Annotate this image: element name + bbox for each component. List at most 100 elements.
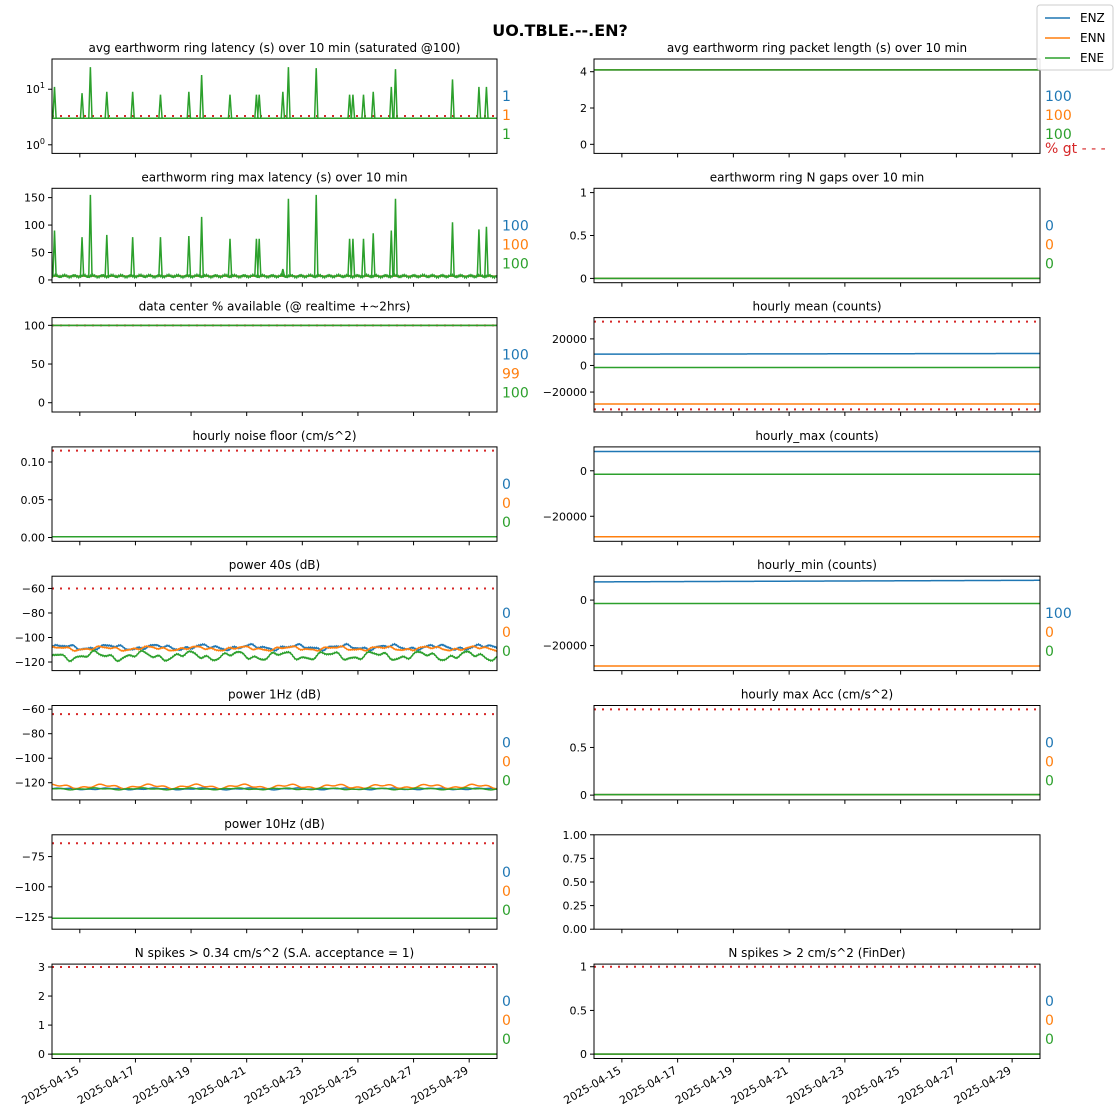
series-spike-ENE (286, 67, 291, 119)
side-value: 0 (502, 736, 511, 752)
y-tick-label: 0 (580, 272, 587, 285)
axes-frame (593, 58, 1041, 154)
y-tick-label: 0.5 (570, 741, 588, 754)
series-spike-ENE (79, 93, 85, 119)
x-tick-label: 2025-04-23 (785, 1064, 847, 1107)
series-spike-ENE (313, 194, 319, 277)
y-tick-label: −100 (15, 752, 45, 765)
series-spike-ENE (476, 229, 482, 277)
series-spike-ENE (104, 91, 110, 119)
panel-title: power 1Hz (dB) (228, 688, 321, 702)
axes-frame (51, 317, 498, 413)
panel-title: power 40s (dB) (229, 558, 320, 572)
y-tick-label: 0.5 (570, 230, 588, 243)
side-value: 0 (1045, 994, 1054, 1010)
axes-frame (51, 834, 498, 930)
y-tick-label: −100 (15, 881, 45, 894)
y-tick-label: 0 (580, 138, 587, 151)
side-value: 100 (1045, 89, 1072, 105)
y-tick-label: 0 (38, 397, 45, 410)
axes-frame (593, 834, 1041, 930)
side-value: 0 (1045, 256, 1054, 272)
y-tick-label: 150 (24, 192, 45, 205)
panel-title: power 10Hz (dB) (224, 817, 325, 831)
series-spike-ENE (227, 94, 233, 119)
axes-frame (51, 963, 498, 1059)
axes-frame (51, 58, 498, 154)
y-tick-label: 100 (26, 137, 45, 152)
series-spike-ENE (52, 230, 57, 277)
side-value: 0 (1045, 1013, 1054, 1029)
series-spike-ENE (484, 86, 489, 119)
y-tick-label: −20000 (543, 386, 587, 399)
y-tick-label: 0 (580, 594, 587, 607)
panel-title: hourly noise floor (cm/s^2) (192, 429, 356, 443)
series-spike-ENE (280, 268, 286, 277)
side-value: 99 (502, 367, 520, 383)
y-tick-label: 4 (580, 66, 587, 79)
y-tick-label: 2 (580, 102, 587, 115)
panel-10: power 1Hz (dB) −120 −100 −80 −60 0 0 0 (15, 688, 511, 804)
x-tick-label: 2025-04-25 (840, 1064, 902, 1107)
side-value: 1 (502, 108, 511, 124)
side-value: 0 (502, 515, 511, 531)
x-tick-label: 2025-04-27 (896, 1064, 958, 1107)
series-spike-ENE (347, 238, 352, 277)
panel-8: power 40s (dB) −120 −100 −80 −60 0 0 0 (15, 558, 511, 675)
panel-2: earthworm ring max latency (s) over 10 m… (24, 170, 529, 287)
y-tick-label: −60 (22, 582, 45, 595)
legend-label: ENN (1080, 31, 1106, 45)
side-value: 0 (502, 477, 511, 493)
y-tick-label: 0 (580, 1048, 587, 1061)
y-tick-label: 0 (580, 465, 587, 478)
x-tick-label: 2025-04-17 (617, 1064, 679, 1107)
series-spike-ENE (350, 238, 356, 277)
series-spike-ENE (158, 94, 163, 119)
panel-title: hourly_min (counts) (757, 558, 877, 572)
series-spike-ENE (370, 91, 376, 119)
series-spike-ENE (393, 69, 398, 119)
series-line-ENE (51, 272, 498, 280)
side-value: 0 (502, 496, 511, 512)
y-tick-label: 0.25 (563, 900, 588, 913)
y-tick-label: −125 (15, 911, 45, 924)
y-tick-label: −120 (15, 656, 45, 669)
panel-11: hourly max Acc (cm/s^2) 0 0.5 0 0 0 (570, 688, 1054, 804)
y-tick-label: −100 (15, 631, 45, 644)
series-spike-ENE (88, 67, 93, 119)
series-spike-ENE (286, 198, 291, 277)
series-line-ENZ (594, 352, 1040, 355)
series-spike-ENE (227, 238, 233, 277)
side-value: 0 (502, 774, 511, 790)
x-tick-label: 2025-04-21 (729, 1064, 791, 1107)
y-tick-label: 0.05 (21, 494, 46, 507)
side-value: 0 (502, 1013, 511, 1029)
series-line-ENZ (593, 579, 1041, 583)
series-spike-ENE (186, 91, 192, 119)
series-line-ENE (51, 787, 498, 791)
series-spike-ENE (52, 86, 57, 119)
side-value: 0 (1045, 1032, 1054, 1048)
series-spike-ENE (79, 237, 85, 277)
panel-3: earthworm ring N gaps over 10 min 0 0.5 1 0 0… (570, 170, 1054, 287)
series-spike-ENE (199, 216, 204, 277)
panel-title: avg earthworm ring latency (s) over 10 m… (89, 41, 461, 55)
series-spike-ENE (88, 194, 93, 277)
panel-title: N spikes > 0.34 cm/s^2 (S.A. acceptance … (135, 946, 414, 960)
axes-frame (51, 187, 498, 284)
panels: avg earthworm ring latency (s) over 10 m… (15, 41, 1106, 1107)
series-spike-ENE (104, 234, 110, 277)
side-value: 0 (502, 865, 511, 881)
series-spike-ENE (313, 68, 319, 119)
side-value: 0 (1045, 736, 1054, 752)
y-tick-label: 0.5 (570, 1004, 588, 1017)
series-spike-ENE (350, 94, 356, 119)
side-value: 0 (502, 755, 511, 771)
side-value: 0 (1045, 644, 1054, 660)
y-tick-label: 50 (31, 358, 45, 371)
panel-1: avg earthworm ring packet length (s) ove… (580, 41, 1106, 158)
side-value: 0 (502, 903, 511, 919)
side-value: 100 (1045, 127, 1072, 143)
axes-frame (51, 446, 498, 542)
y-tick-label: 20000 (552, 333, 587, 346)
